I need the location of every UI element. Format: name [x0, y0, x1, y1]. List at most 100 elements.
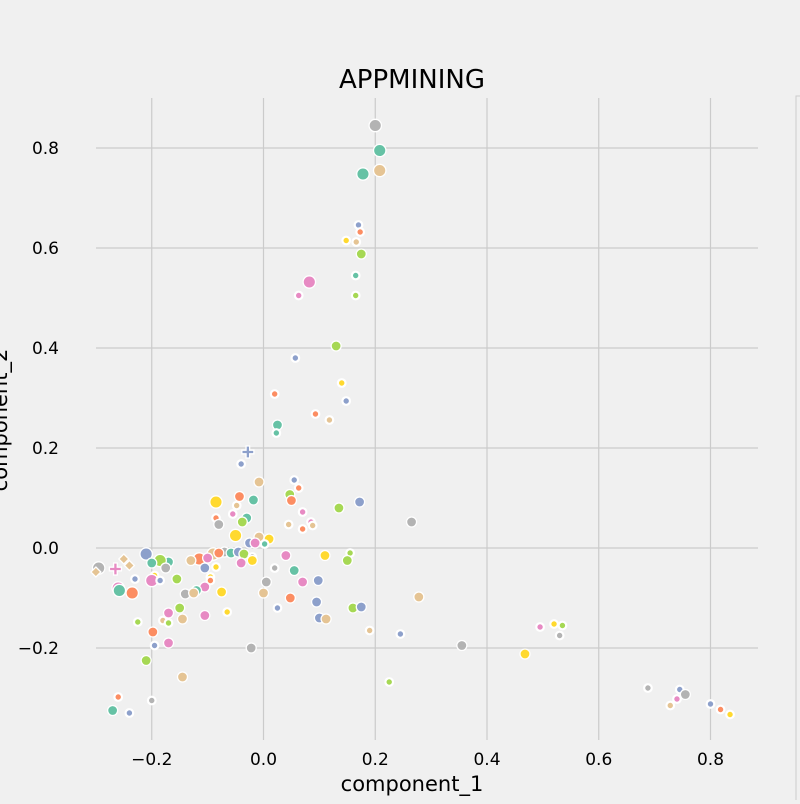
scatter-point [351, 237, 362, 247]
scatter-point [209, 495, 223, 509]
scatter-point [413, 591, 425, 603]
scatter-point [310, 409, 321, 419]
scatter-point [146, 557, 158, 569]
scatter-point [557, 620, 568, 631]
scatter-point [163, 618, 174, 628]
legend-box [795, 95, 800, 804]
scatter-point [341, 396, 352, 406]
scatter-point [130, 574, 140, 584]
scatter-point [715, 704, 726, 715]
scatter-point [271, 428, 282, 438]
scatter-point [310, 596, 323, 608]
y-tick-label: −0.2 [18, 639, 59, 659]
scatter-point [297, 524, 308, 534]
x-tick-label: 0.4 [473, 750, 500, 770]
scatter-point [355, 601, 367, 613]
scatter-point [679, 688, 692, 701]
scatter-point [132, 617, 143, 627]
scatter-point [341, 554, 353, 567]
scatter-point [146, 695, 157, 706]
chart-title: APPMINING [339, 65, 485, 95]
scatter-point [125, 586, 140, 600]
scatter-point [162, 607, 175, 619]
scatter-point [117, 553, 130, 565]
scatter-point [213, 547, 225, 559]
scatter-point [201, 552, 214, 564]
scatter-point [372, 163, 387, 178]
scatter-point [372, 143, 387, 158]
scatter-point [284, 592, 296, 604]
scatter-point [171, 573, 183, 585]
scatter-point [176, 671, 189, 683]
scatter-point [705, 699, 716, 709]
scatter-point [307, 520, 318, 531]
scatter-point [236, 516, 248, 528]
scatter-point [112, 583, 127, 598]
y-tick-label: 0.4 [32, 339, 59, 359]
data-points [89, 118, 735, 720]
scatter-point [535, 622, 545, 632]
x-axis-label: component_1 [341, 772, 484, 797]
scatter-point [368, 118, 383, 133]
scatter-point [162, 637, 175, 649]
scatter-point [222, 607, 233, 617]
scatter-point [330, 340, 342, 352]
scatter-point [296, 576, 309, 588]
scatter-point [336, 378, 347, 388]
scatter-point [211, 562, 221, 572]
scatter-point [554, 630, 565, 641]
scatter-point [113, 692, 124, 702]
y-tick-label: 0.2 [32, 439, 59, 459]
scatter-point [89, 566, 102, 578]
scatter-point [249, 537, 261, 549]
scatter-point [259, 539, 270, 549]
x-tick-label: −0.2 [131, 750, 172, 770]
scatter-point [395, 629, 406, 639]
scatter-point [289, 475, 300, 485]
scatter-point [124, 708, 135, 718]
scatter-point [205, 575, 216, 586]
scatter-point [213, 518, 225, 531]
scatter-point [384, 677, 395, 687]
scatter-point [147, 626, 159, 638]
scatter-point [245, 642, 257, 654]
y-axis-label: component_2 [0, 349, 13, 492]
scatter-point [290, 353, 301, 363]
scatter-point [231, 500, 242, 511]
scatter-point [643, 683, 653, 693]
scatter-point [260, 576, 272, 588]
scatter-point [280, 549, 292, 562]
scatter-point [176, 613, 189, 625]
scatter-point [253, 476, 265, 488]
y-tick-label: 0.8 [32, 139, 59, 159]
scatter-point [293, 290, 304, 301]
scatter-point [549, 619, 559, 629]
scatter-point [333, 502, 345, 514]
scatter-point [353, 496, 366, 508]
scatter-point [139, 547, 154, 561]
scatter-point [257, 587, 270, 599]
scatter-point [364, 625, 375, 636]
scatter-point [199, 562, 211, 574]
scatter-point [106, 704, 119, 717]
scatter-point [149, 640, 160, 651]
scatter-point [288, 564, 300, 577]
scatter-point [312, 574, 324, 587]
scatter-point [456, 639, 468, 652]
scatter-point [725, 709, 735, 720]
scatter-point [356, 167, 370, 181]
x-tick-label: 0.0 [250, 750, 277, 770]
x-tick-label: 0.8 [697, 750, 724, 770]
scatter-point [247, 494, 260, 506]
scatter-point [272, 603, 283, 613]
scatter-point [160, 562, 172, 574]
scatter-point [188, 587, 200, 599]
scatter-point [174, 602, 186, 614]
scatter-point [283, 519, 294, 530]
scatter-point [227, 509, 238, 519]
scatter-point [123, 559, 136, 572]
scatter-point [155, 575, 166, 586]
